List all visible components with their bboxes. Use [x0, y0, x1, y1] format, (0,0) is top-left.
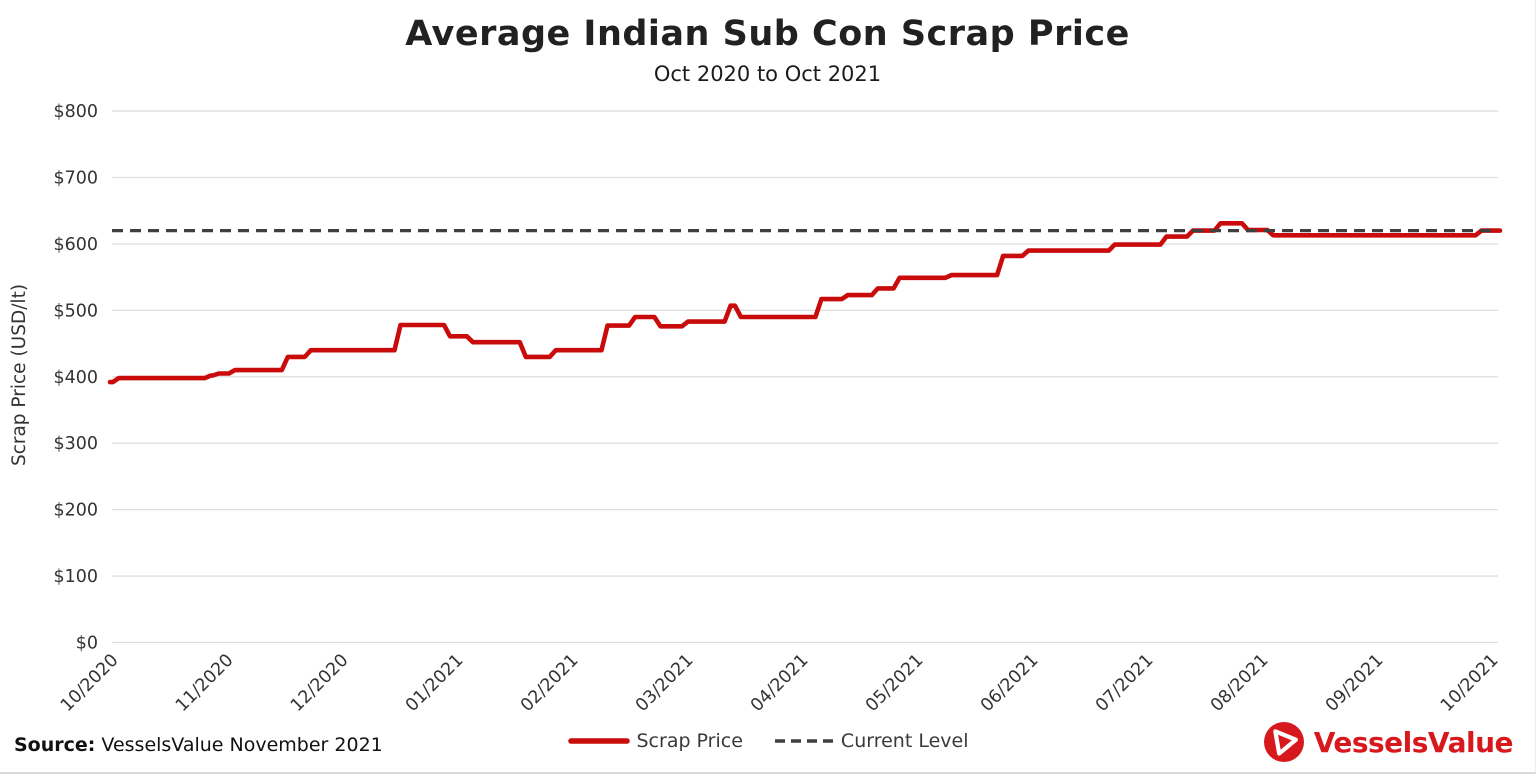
y-tick-label: $100	[53, 567, 98, 587]
x-tick-label: 08/2021	[1207, 650, 1273, 716]
y-tick-label: $500	[53, 301, 98, 321]
y-tick-label: $800	[53, 102, 98, 122]
legend-label-scrap-price: Scrap Price	[636, 730, 743, 752]
vesselsvalue-logo-icon	[1263, 722, 1304, 762]
y-tick-label: $600	[53, 235, 98, 255]
legend-item-current-level: Current Level	[773, 730, 969, 752]
scrap-price-line	[107, 221, 1503, 385]
source-text: VesselsValue November 2021	[95, 734, 383, 756]
legend-item-scrap-price: Scrap Price	[567, 730, 743, 752]
x-tick-label: 03/2021	[632, 650, 698, 716]
current-level-legend-swatch	[774, 739, 833, 743]
x-tick-label: 12/2020	[287, 650, 353, 716]
chart-subtitle: Oct 2020 to Oct 2021	[653, 62, 882, 86]
x-tick-label: 10/2021	[1437, 650, 1503, 716]
y-tick-label: $300	[53, 434, 98, 454]
y-tick-label: $200	[53, 501, 98, 521]
x-tick-label: 04/2021	[747, 650, 813, 716]
x-tick-label: 01/2021	[402, 650, 468, 716]
x-tick-label: 07/2021	[1092, 650, 1158, 716]
x-tick-label: 09/2021	[1322, 650, 1388, 716]
y-tick-label: $400	[53, 368, 98, 388]
y-tick-label: $0	[76, 634, 98, 654]
scrap-price-legend-swatch	[567, 738, 630, 744]
x-tick-label: 02/2021	[517, 650, 583, 716]
vesselsvalue-logo-text: VesselsValue	[1313, 725, 1514, 759]
legend: Scrap Price Current Level	[0, 730, 1535, 752]
x-tick-label: 10/2020	[57, 650, 123, 716]
y-axis-title: Scrap Price (USD/lt)	[9, 284, 30, 466]
x-tick-label: 06/2021	[977, 650, 1043, 716]
x-tick-label: 11/2020	[172, 650, 238, 716]
source-note: Source: VesselsValue November 2021	[14, 734, 383, 756]
y-tick-label: $700	[53, 168, 98, 188]
source-label: Source:	[14, 734, 96, 756]
vesselsvalue-logo: VesselsValue	[1263, 721, 1514, 763]
x-tick-label: 05/2021	[862, 650, 928, 716]
legend-label-current-level: Current Level	[840, 730, 969, 752]
chart-title: Average Indian Sub Con Scrap Price	[405, 14, 1130, 54]
